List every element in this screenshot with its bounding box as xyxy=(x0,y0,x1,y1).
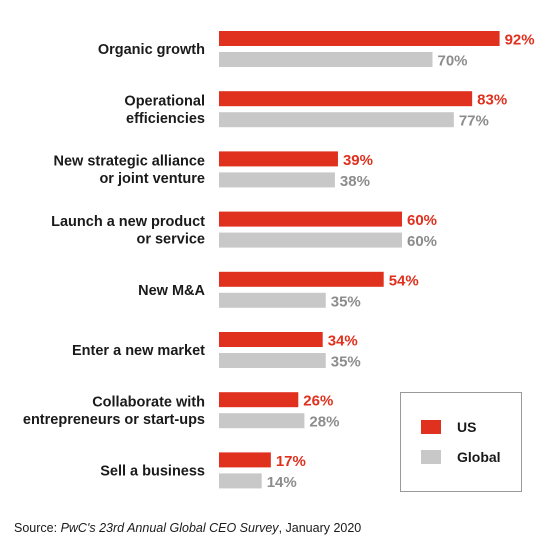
data-label-us: 39% xyxy=(343,152,373,169)
bar-global xyxy=(219,172,335,188)
data-label-global: 35% xyxy=(331,293,361,310)
legend-swatch-global xyxy=(421,450,441,464)
category-label-line: Sell a business xyxy=(100,463,205,479)
category-label: Collaborate with entrepreneurs or start-u… xyxy=(23,394,205,428)
data-label-us: 34% xyxy=(328,333,358,350)
source-note: Source: PwC's 23rd Annual Global CEO Sur… xyxy=(14,521,361,535)
bar-us xyxy=(219,91,473,107)
data-label-global: 28% xyxy=(309,414,339,431)
legend-item-us: US xyxy=(421,419,476,435)
data-label-global: 14% xyxy=(267,474,297,491)
bar-chart: Organic growth 92% 70% Operational efficienc… xyxy=(23,31,535,491)
category-label-line: Organic growth xyxy=(98,42,205,58)
category-label-line: efficiencies xyxy=(126,111,205,127)
bar-us xyxy=(219,31,500,46)
source-suffix: , January 2020 xyxy=(278,521,362,535)
category-label-line: Launch a new product xyxy=(51,214,205,230)
data-label-us: 54% xyxy=(389,272,419,289)
category-label: New strategic alliance or joint venture xyxy=(53,154,205,188)
category-label: Sell a business xyxy=(100,463,205,479)
bar-global xyxy=(219,473,262,489)
category-label-line: Collaborate with xyxy=(92,394,205,410)
source-prefix: Source: xyxy=(14,521,61,535)
data-label-us: 92% xyxy=(505,32,535,49)
bar-us xyxy=(219,211,402,227)
category-label: Launch a new product or service xyxy=(51,214,205,248)
data-label-us: 60% xyxy=(407,212,437,229)
data-label-global: 77% xyxy=(459,113,489,130)
category-label-line: or service xyxy=(136,231,205,247)
category-label: Enter a new market xyxy=(72,343,205,359)
category-label-line: entrepreneurs or start-ups xyxy=(23,412,205,428)
data-label-us: 26% xyxy=(303,393,333,410)
data-label-global: 60% xyxy=(407,233,437,250)
bar-global xyxy=(219,413,305,429)
bar-us xyxy=(219,332,323,347)
bar-us xyxy=(219,151,338,167)
legend-label-us: US xyxy=(457,419,477,435)
data-label-global: 38% xyxy=(340,173,370,190)
category-label: Operational efficiencies xyxy=(124,93,205,127)
legend-label-global: Global xyxy=(457,449,501,465)
legend-swatch-us xyxy=(421,420,441,434)
category-label-line: Enter a new market xyxy=(72,343,205,359)
data-label-us: 83% xyxy=(477,92,507,109)
bar-global xyxy=(219,112,454,128)
bar-us xyxy=(219,271,384,287)
data-label-global: 35% xyxy=(331,354,361,371)
data-label-global: 70% xyxy=(438,53,468,70)
category-label-line: or joint venture xyxy=(99,171,205,187)
category-label-line: New strategic alliance xyxy=(53,154,205,170)
bar-global xyxy=(219,353,326,368)
legend: US Global xyxy=(400,392,522,492)
bar-global xyxy=(219,232,402,248)
category-label-line: New M&A xyxy=(138,283,205,299)
source-title: PwC's 23rd Annual Global CEO Survey xyxy=(60,521,279,535)
category-label-line: Operational xyxy=(124,93,205,109)
category-label: New M&A xyxy=(138,283,205,299)
bar-us xyxy=(219,392,299,408)
bar-global xyxy=(219,52,433,67)
category-label: Organic growth xyxy=(98,42,205,58)
bar-us xyxy=(219,452,271,468)
legend-item-global: Global xyxy=(421,449,501,465)
data-label-us: 17% xyxy=(276,453,306,470)
bar-global xyxy=(219,292,326,308)
